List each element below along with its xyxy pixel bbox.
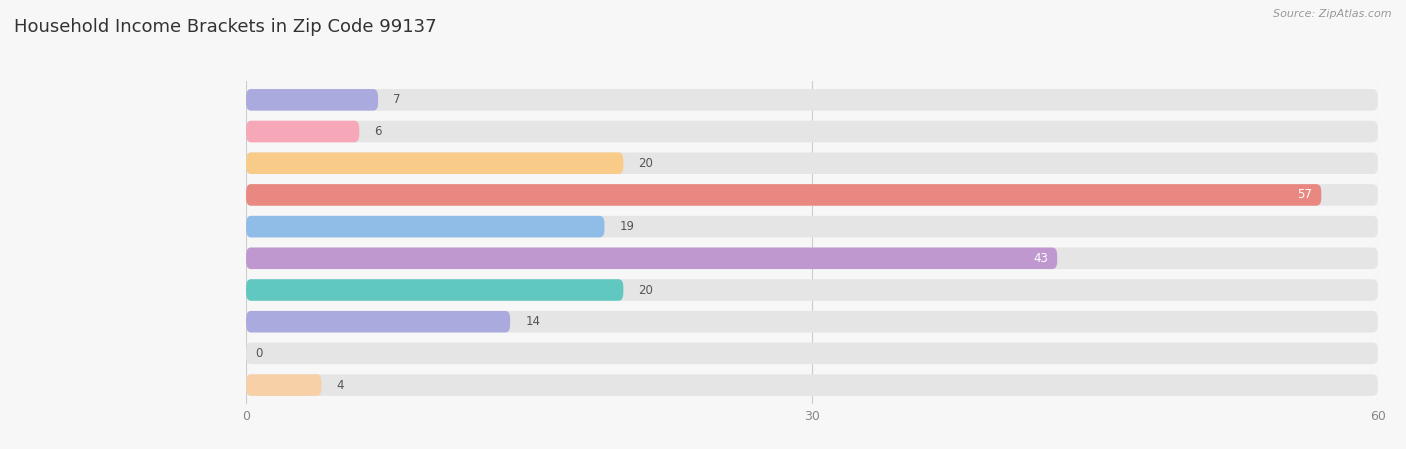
FancyBboxPatch shape	[246, 216, 1378, 238]
FancyBboxPatch shape	[246, 279, 1378, 301]
FancyBboxPatch shape	[246, 311, 1378, 332]
FancyBboxPatch shape	[246, 374, 322, 396]
Text: 7: 7	[394, 93, 401, 106]
FancyBboxPatch shape	[246, 247, 1057, 269]
FancyBboxPatch shape	[246, 216, 605, 238]
FancyBboxPatch shape	[246, 89, 378, 110]
FancyBboxPatch shape	[246, 153, 623, 174]
Text: 20: 20	[638, 157, 654, 170]
FancyBboxPatch shape	[246, 311, 510, 332]
FancyBboxPatch shape	[246, 89, 1378, 110]
FancyBboxPatch shape	[246, 121, 359, 142]
Text: 19: 19	[620, 220, 634, 233]
Text: 57: 57	[1296, 189, 1312, 202]
Text: 14: 14	[526, 315, 540, 328]
FancyBboxPatch shape	[246, 153, 1378, 174]
Text: 20: 20	[638, 283, 654, 296]
Text: 0: 0	[256, 347, 263, 360]
FancyBboxPatch shape	[246, 279, 623, 301]
FancyBboxPatch shape	[246, 343, 1378, 364]
Text: Source: ZipAtlas.com: Source: ZipAtlas.com	[1274, 9, 1392, 19]
FancyBboxPatch shape	[246, 374, 1378, 396]
Text: 6: 6	[374, 125, 382, 138]
FancyBboxPatch shape	[246, 121, 1378, 142]
FancyBboxPatch shape	[246, 184, 1378, 206]
FancyBboxPatch shape	[246, 184, 1322, 206]
FancyBboxPatch shape	[246, 247, 1378, 269]
Text: 4: 4	[336, 379, 344, 392]
Text: Household Income Brackets in Zip Code 99137: Household Income Brackets in Zip Code 99…	[14, 18, 437, 36]
Text: 43: 43	[1033, 252, 1047, 265]
